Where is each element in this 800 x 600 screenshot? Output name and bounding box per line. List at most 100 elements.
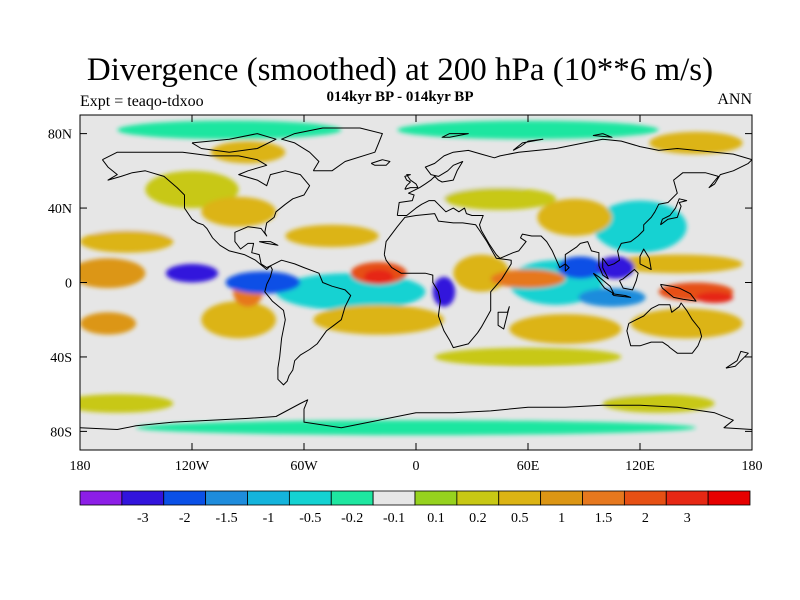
lat-tick-label: 80S [50, 425, 72, 440]
colorbar-label: 0.2 [469, 511, 487, 526]
colorbar-swatch [540, 490, 583, 506]
coastline [264, 259, 352, 386]
field-blob [80, 258, 146, 289]
field-blob [165, 263, 219, 283]
colorbar-label: 2 [642, 511, 649, 526]
colorbar-label: -2 [179, 511, 191, 526]
field-blob [557, 256, 603, 279]
coastline [441, 133, 469, 138]
coastline [497, 306, 510, 330]
field-blob [201, 196, 276, 227]
lat-tick-label: 80N [48, 128, 72, 143]
colorbar-swatch [372, 490, 416, 506]
coastline [512, 138, 544, 151]
field-blob [432, 276, 456, 307]
axis-ticks: 80N 40N 0 40S 80S 180 120W 60W 0 60E 120E 180 [48, 115, 763, 474]
colorbar-swatch [247, 490, 290, 506]
colorbar-swatch [330, 490, 374, 506]
field-blob [363, 269, 394, 285]
coastline [259, 241, 279, 246]
colorbar-label: -0.1 [383, 511, 405, 526]
field-blob [490, 269, 566, 289]
coastline [404, 174, 419, 190]
lon-tick-label: 120W [175, 459, 210, 474]
map-plot-area [80, 115, 752, 450]
field-blob [313, 304, 444, 335]
field-blob [378, 369, 678, 400]
lat-tick-label: 0 [65, 277, 72, 292]
field-blob [80, 394, 174, 413]
colorbar-swatch [163, 490, 207, 506]
field-blob [397, 120, 659, 140]
colorbar-label: -1 [263, 511, 275, 526]
lon-tick-label: 60W [290, 459, 318, 474]
lon-tick-label: 60E [517, 459, 540, 474]
colorbar-label: -1.5 [215, 511, 237, 526]
coastline [660, 283, 697, 302]
colorbar-swatch [707, 490, 751, 506]
lon-tick-label: 0 [413, 459, 420, 474]
lon-tick-label: 180 [742, 459, 763, 474]
colorbar-label: 1.5 [595, 511, 613, 526]
field-blob [509, 314, 622, 344]
colorbar-swatch [288, 490, 332, 506]
field-blob [201, 301, 276, 339]
experiment-label: Expt = teaqo-tdxoo [80, 93, 204, 110]
colorbar-swatch [582, 490, 625, 506]
lon-tick-label: 120E [625, 459, 655, 474]
lat-tick-label: 40S [50, 351, 72, 366]
field-blob [612, 254, 743, 274]
coastline [592, 133, 613, 138]
field-blob [80, 312, 136, 335]
coastline [725, 350, 749, 369]
colorbar-swatch [414, 490, 458, 506]
coastline [564, 263, 570, 272]
colorbar: -3 -2 -1.5 -1 -0.5 -0.2 -0.1 0.1 0.2 0.5 1 1.5 2 3 [79, 490, 751, 526]
coastline [639, 248, 652, 270]
colorbar-swatch [665, 490, 709, 506]
coastline [660, 198, 688, 226]
season-label: ANN [717, 91, 752, 108]
divergence-field [80, 120, 743, 436]
coastline [611, 293, 632, 298]
colorbar-swatch [498, 490, 542, 506]
colorbar-label: 0.1 [427, 511, 445, 526]
coastlines [80, 127, 752, 430]
field-blob [117, 120, 342, 140]
colorbar-label: 0.5 [511, 511, 529, 526]
field-blob [444, 187, 556, 210]
field-blob [696, 291, 734, 303]
coastline [102, 151, 311, 270]
field-blob [537, 198, 613, 236]
lon-tick-label: 180 [70, 459, 91, 474]
field-blob [276, 273, 426, 311]
field-blob [285, 224, 379, 248]
colorbar-swatch [79, 490, 123, 506]
colorbar-swatch [623, 490, 667, 506]
colorbar-label: -3 [137, 511, 149, 526]
coastline [80, 399, 752, 430]
plot-title: Divergence (smoothed) at 200 hPa (10**6 … [86, 52, 714, 88]
coastline [383, 213, 512, 349]
coastline [592, 272, 615, 295]
field-blob [593, 200, 687, 253]
field-blob [578, 288, 646, 307]
colorbar-swatch [205, 490, 248, 506]
colorbar-label: -0.5 [299, 511, 321, 526]
coastline [370, 159, 391, 166]
period-label: 014kyr BP - 014kyr BP [326, 89, 474, 105]
colorbar-label: 3 [684, 511, 691, 526]
colorbar-label: 1 [558, 511, 565, 526]
coastline [619, 269, 639, 291]
lat-tick-label: 40N [48, 202, 72, 217]
coastline [281, 127, 383, 172]
field-blob [136, 420, 696, 436]
field-blob [210, 141, 286, 164]
field-blob [80, 230, 174, 253]
colorbar-label: -0.2 [341, 511, 363, 526]
field-blob [225, 271, 301, 294]
field-blob [98, 364, 286, 387]
colorbar-swatch [121, 490, 165, 506]
coastline [626, 302, 703, 354]
